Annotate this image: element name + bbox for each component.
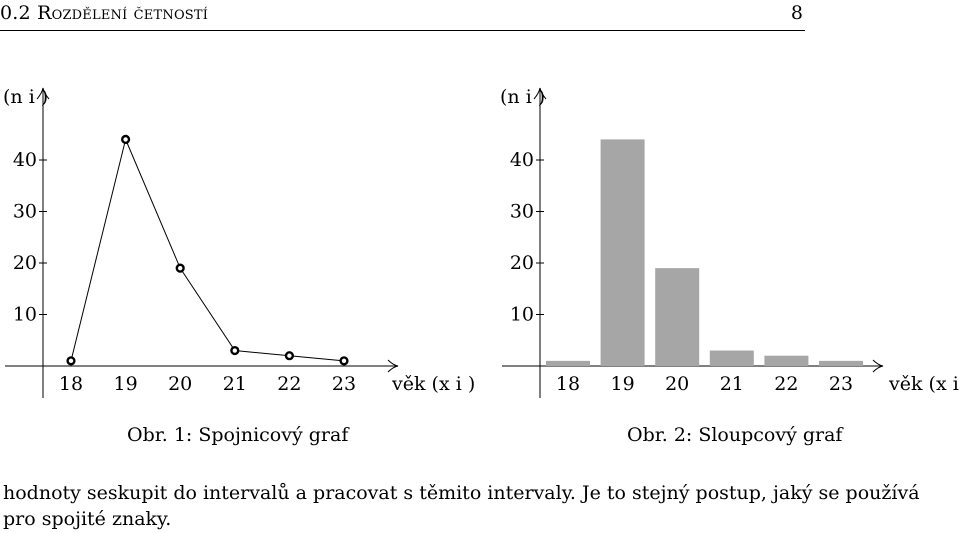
- data-point: [120, 134, 131, 145]
- x-tick-label: 23: [332, 373, 356, 395]
- section-number: 0.2: [0, 2, 31, 24]
- x-axis-label: věk (x i ): [888, 373, 960, 395]
- x-tick-label: 19: [611, 373, 635, 395]
- data-point: [175, 263, 185, 273]
- bar: [819, 360, 863, 366]
- x-tick-label: 20: [665, 373, 689, 395]
- y-axis-arrow: [36, 87, 50, 100]
- body-paragraph: hodnoty seskupit do intervalů a pracovat…: [3, 482, 920, 530]
- x-axis-arrow: [387, 359, 399, 373]
- y-axis-arrow: [533, 87, 547, 100]
- x-tick-label: 23: [829, 373, 853, 395]
- section-title: Rozdělení četností: [37, 2, 209, 24]
- x-tick-label: 21: [720, 373, 744, 395]
- x-tick-label: 18: [556, 373, 580, 395]
- y-tick-label: 10: [510, 304, 534, 326]
- bar: [764, 355, 809, 366]
- y-axis-label: (n i ): [3, 86, 48, 108]
- y-axis-label: (n i ): [500, 86, 545, 108]
- page-number: 8: [790, 2, 803, 24]
- figure-caption-line-chart: Obr. 1: Spojnicový graf: [127, 424, 349, 446]
- figure-caption-bar-chart: Obr. 2: Sloupcový graf: [627, 424, 843, 446]
- y-tick-label: 40: [13, 149, 37, 171]
- y-tick-label: 40: [510, 149, 534, 171]
- x-axis-label: věk (x i ): [391, 373, 475, 395]
- bar: [655, 268, 700, 366]
- line-chart: (n i ) věk (x i ) 10 20 30 40 18 19 20 21 22 23: [3, 86, 475, 398]
- x-axis-arrow: [872, 359, 884, 373]
- section-heading: 0.2 Rozdělení četností: [0, 2, 208, 24]
- data-point: [339, 356, 349, 366]
- y-tick-label: 30: [510, 201, 534, 223]
- data-point: [284, 351, 295, 361]
- bar: [546, 360, 590, 366]
- x-tick-label: 20: [168, 373, 192, 395]
- data-point: [230, 345, 240, 356]
- x-tick-label: 19: [114, 373, 138, 395]
- y-tick-label: 10: [13, 304, 37, 326]
- page-header: 0.2 Rozdělení četností 8: [0, 0, 805, 31]
- y-tick-label: 20: [510, 252, 534, 274]
- y-tick-label: 30: [13, 201, 37, 223]
- x-tick-label: 22: [277, 373, 301, 395]
- x-tick-label: 22: [774, 373, 798, 395]
- x-tick-label: 18: [59, 373, 83, 395]
- bar: [709, 350, 754, 366]
- bar-chart: (n i ) věk (x i ) 10 20 30 40 18 19 20 21 22 23: [500, 86, 960, 398]
- x-tick-label: 21: [223, 373, 247, 395]
- y-tick-label: 20: [13, 252, 37, 274]
- bar: [600, 139, 645, 366]
- series-line: [70, 137, 345, 362]
- data-point: [66, 356, 76, 366]
